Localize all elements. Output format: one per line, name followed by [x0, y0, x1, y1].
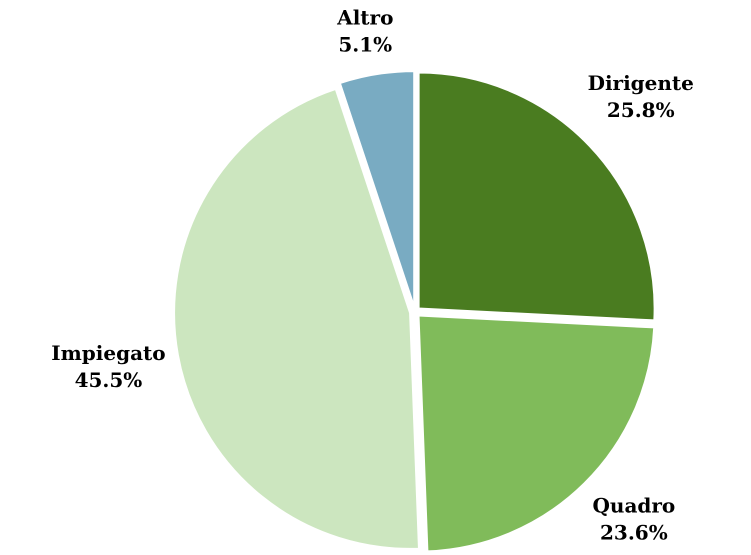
slice-label: Altro [336, 6, 393, 30]
slice-label: Impiegato [51, 341, 165, 365]
slice-value-label: 45.5% [75, 368, 143, 392]
slice-label: Dirigente [588, 71, 694, 95]
pie-slice [173, 87, 421, 550]
pie-slice [338, 70, 416, 308]
pie-slice [417, 71, 656, 322]
slice-value-label: 25.8% [607, 98, 675, 122]
slice-value-label: 23.6% [600, 521, 668, 545]
slice-value-label: 5.1% [338, 33, 392, 57]
pie-slice [417, 314, 656, 553]
slice-label: Quadro [592, 494, 675, 518]
